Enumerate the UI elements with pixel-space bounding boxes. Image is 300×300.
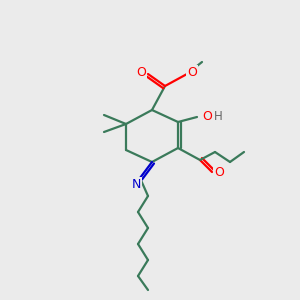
Text: H: H bbox=[214, 110, 222, 124]
Text: N: N bbox=[131, 178, 141, 190]
Text: O: O bbox=[214, 167, 224, 179]
Text: O: O bbox=[202, 110, 212, 124]
Text: O: O bbox=[136, 67, 146, 80]
Text: O: O bbox=[187, 65, 197, 79]
